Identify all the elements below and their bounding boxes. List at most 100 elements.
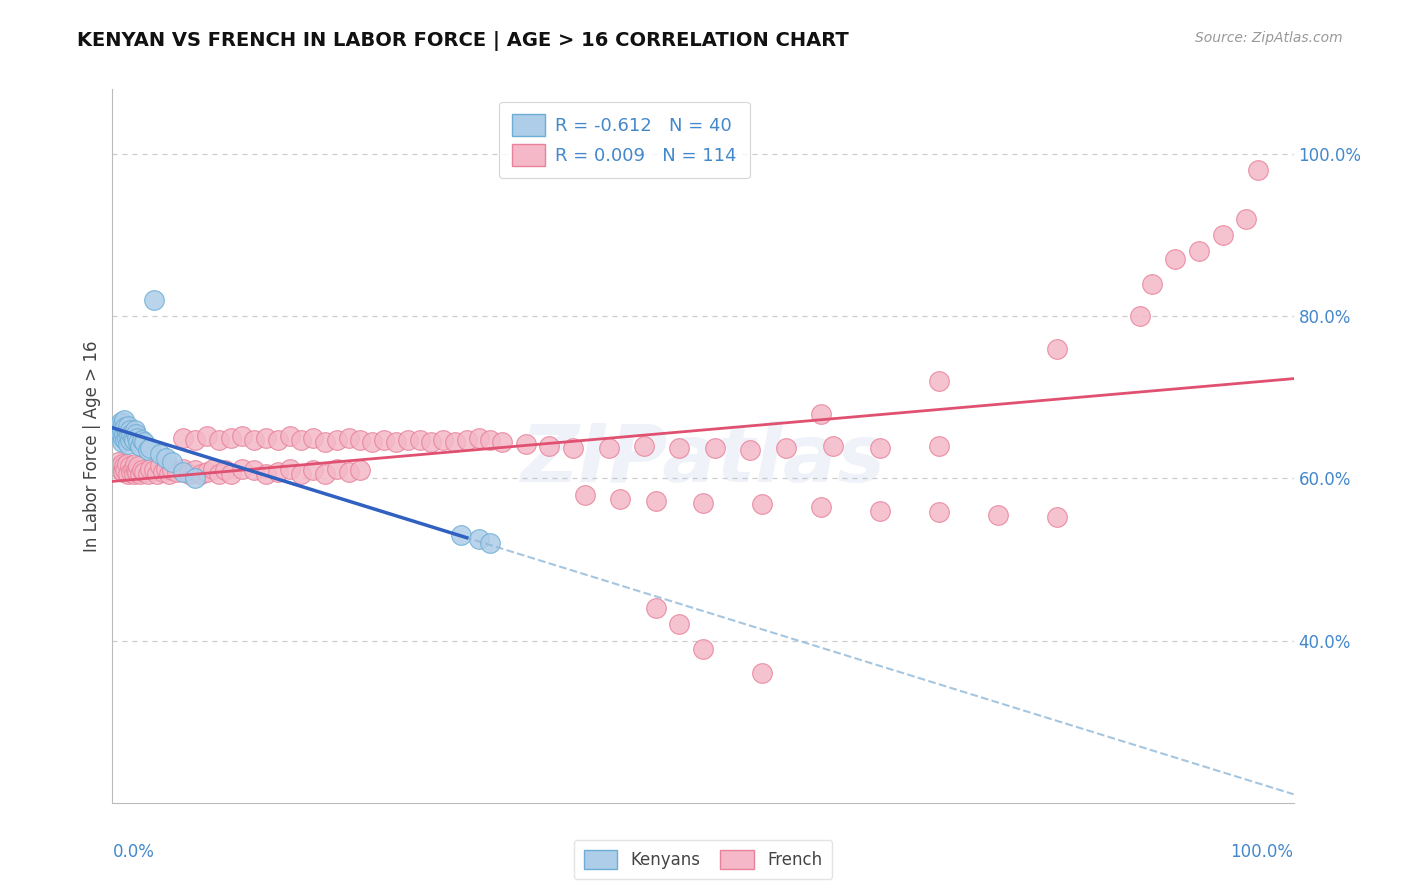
Point <box>110 415 132 429</box>
Point <box>160 463 183 477</box>
Point <box>254 431 277 445</box>
Point <box>142 463 165 477</box>
Point <box>314 467 336 482</box>
Point <box>112 431 135 445</box>
Point <box>302 431 325 445</box>
Point <box>1212 228 1234 243</box>
Point <box>633 439 655 453</box>
Point <box>120 426 142 441</box>
Point <box>254 467 277 482</box>
Point <box>692 641 714 656</box>
Point <box>1188 244 1211 259</box>
Point <box>114 433 136 447</box>
Point <box>1046 510 1069 524</box>
Point <box>108 418 131 433</box>
Point <box>243 463 266 477</box>
Point <box>107 423 129 437</box>
Point <box>115 457 138 471</box>
Point <box>117 437 139 451</box>
Point <box>574 488 596 502</box>
Point <box>810 407 832 421</box>
Point <box>201 461 224 475</box>
Point <box>987 508 1010 522</box>
Point <box>385 434 408 449</box>
Point <box>142 293 165 307</box>
Point <box>928 439 950 453</box>
Point <box>117 467 139 482</box>
Point <box>231 429 253 443</box>
Point <box>120 459 142 474</box>
Point <box>562 441 585 455</box>
Point <box>703 441 725 455</box>
Point <box>127 459 149 474</box>
Point <box>146 467 169 482</box>
Point <box>131 433 153 447</box>
Point <box>644 494 666 508</box>
Legend: Kenyans, French: Kenyans, French <box>574 840 832 880</box>
Point <box>184 463 207 477</box>
Point <box>120 423 142 437</box>
Point <box>117 418 139 433</box>
Point <box>114 463 136 477</box>
Point <box>190 467 212 482</box>
Point <box>157 467 180 482</box>
Point <box>139 461 162 475</box>
Point <box>127 431 149 445</box>
Point <box>644 601 666 615</box>
Point <box>538 439 561 453</box>
Point <box>131 463 153 477</box>
Y-axis label: In Labor Force | Age > 16: In Labor Force | Age > 16 <box>83 340 101 552</box>
Point <box>450 528 472 542</box>
Point <box>184 433 207 447</box>
Point <box>515 436 537 450</box>
Point <box>112 465 135 479</box>
Point <box>127 434 149 449</box>
Point <box>349 463 371 477</box>
Point <box>172 461 194 475</box>
Point <box>114 420 136 434</box>
Text: Source: ZipAtlas.com: Source: ZipAtlas.com <box>1195 31 1343 45</box>
Point <box>267 433 290 447</box>
Point <box>326 433 349 447</box>
Point <box>166 465 188 479</box>
Point <box>267 465 290 479</box>
Point <box>314 434 336 449</box>
Point <box>361 434 384 449</box>
Point <box>111 434 134 449</box>
Point <box>278 429 301 443</box>
Point <box>479 433 502 447</box>
Point <box>479 536 502 550</box>
Point <box>821 439 844 453</box>
Point <box>456 433 478 447</box>
Point <box>112 413 135 427</box>
Text: 100.0%: 100.0% <box>1230 843 1294 861</box>
Point <box>278 461 301 475</box>
Point <box>1129 310 1152 324</box>
Text: ZIPatlas: ZIPatlas <box>520 421 886 500</box>
Point <box>219 431 242 445</box>
Point <box>214 463 236 477</box>
Point <box>396 433 419 447</box>
Point <box>751 666 773 681</box>
Point <box>668 441 690 455</box>
Point <box>408 433 430 447</box>
Point <box>172 465 194 479</box>
Point <box>120 433 142 447</box>
Point <box>1164 252 1187 267</box>
Point <box>149 447 172 461</box>
Point <box>134 434 156 449</box>
Point <box>120 465 142 479</box>
Point <box>1140 277 1163 291</box>
Point <box>155 451 177 466</box>
Point <box>136 467 159 482</box>
Point <box>290 467 312 482</box>
Point <box>122 433 145 447</box>
Point <box>432 433 454 447</box>
Point <box>110 426 132 441</box>
Point <box>928 374 950 388</box>
Point <box>160 455 183 469</box>
Point <box>112 417 135 431</box>
Point <box>115 431 138 445</box>
Point <box>208 433 231 447</box>
Point <box>125 463 148 477</box>
